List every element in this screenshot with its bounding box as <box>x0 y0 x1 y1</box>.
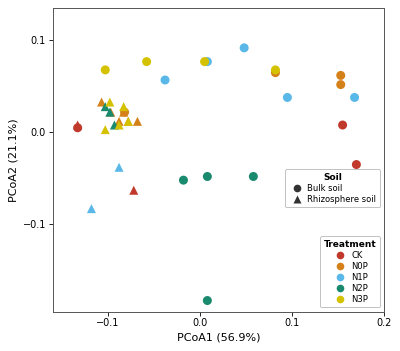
Point <box>125 119 132 124</box>
Point <box>102 104 108 110</box>
Point <box>353 162 360 167</box>
Y-axis label: PCoA2 (21.1%): PCoA2 (21.1%) <box>8 118 18 202</box>
Point <box>108 110 114 115</box>
Point <box>116 119 122 124</box>
Point <box>74 125 81 131</box>
Point <box>204 59 210 65</box>
Point <box>339 197 346 202</box>
Point <box>339 122 346 128</box>
Point <box>144 59 150 65</box>
Point <box>284 95 290 100</box>
Point <box>102 67 108 73</box>
Point <box>351 95 358 100</box>
Legend: CK, N0P, N1P, N2P, N3P: CK, N0P, N1P, N2P, N3P <box>320 236 380 307</box>
Point <box>272 70 279 75</box>
Point <box>162 77 168 83</box>
Point <box>250 174 256 179</box>
Point <box>272 67 279 73</box>
Point <box>107 110 113 115</box>
Point <box>116 165 122 170</box>
Point <box>134 119 141 124</box>
X-axis label: PCoA1 (56.9%): PCoA1 (56.9%) <box>177 333 260 343</box>
Point <box>338 73 344 78</box>
Point <box>116 122 122 128</box>
Point <box>74 122 81 128</box>
Point <box>204 298 210 303</box>
Point <box>120 104 127 110</box>
Point <box>88 206 95 211</box>
Point <box>180 177 187 183</box>
Point <box>102 127 108 132</box>
Point <box>204 174 210 179</box>
Point <box>98 99 105 105</box>
Point <box>111 122 118 128</box>
Point <box>121 110 128 115</box>
Point <box>125 119 132 124</box>
Point <box>107 99 113 105</box>
Point <box>338 82 344 87</box>
Point <box>241 45 247 51</box>
Point <box>130 187 137 193</box>
Point <box>120 110 127 115</box>
Point <box>202 59 208 65</box>
